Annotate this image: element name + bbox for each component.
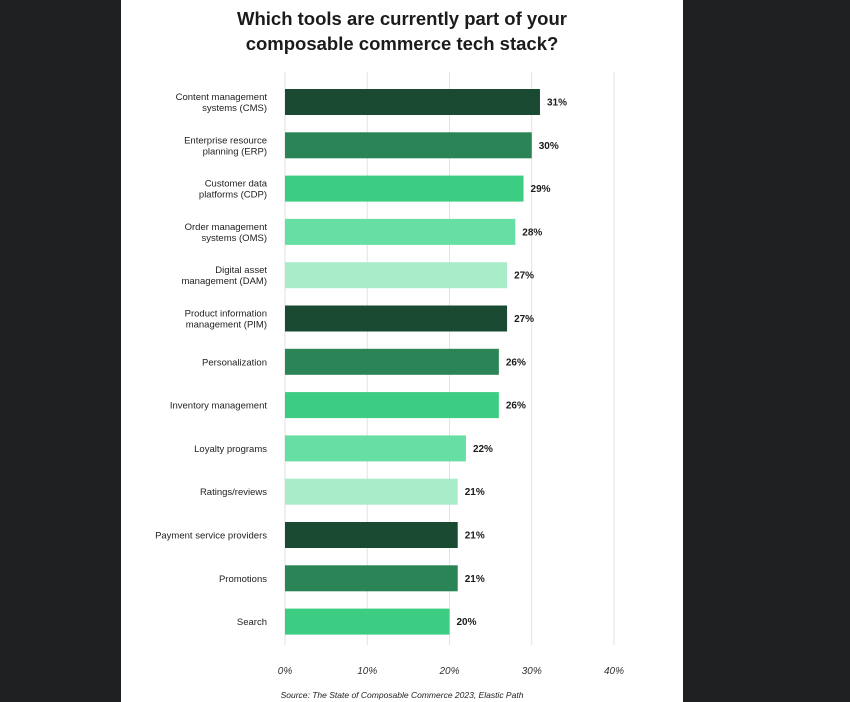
value-label: 21%	[465, 574, 485, 585]
category-label: Promotions	[219, 574, 267, 585]
bar	[285, 392, 499, 419]
category-label: Customer data	[205, 179, 268, 190]
bar	[285, 565, 458, 592]
x-tick-label: 20%	[438, 666, 459, 677]
category-label: systems (OMS)	[202, 233, 267, 244]
value-label: 26%	[506, 357, 526, 368]
x-tick-label: 30%	[522, 666, 542, 677]
value-label: 29%	[531, 184, 551, 195]
bar	[285, 608, 450, 635]
category-label: management (DAM)	[181, 276, 267, 287]
value-label: 22%	[473, 444, 493, 455]
bar-chart: 0% 10% 20% 30% 40%31%Content managementsyste…	[155, 72, 624, 677]
x-tick-label: 0%	[278, 666, 293, 677]
category-label: Inventory management	[170, 401, 268, 412]
category-label: planning (ERP)	[203, 146, 267, 157]
category-label: Loyalty programs	[194, 444, 267, 455]
bar	[285, 262, 508, 289]
category-label: Enterprise resource	[184, 135, 267, 146]
x-tick-label: 10%	[357, 666, 377, 677]
category-label: platforms (CDP)	[199, 190, 267, 201]
source-note: Source: The State of Composable Commerce…	[280, 690, 524, 700]
bar	[285, 435, 466, 462]
bar	[285, 175, 524, 202]
bar	[285, 305, 508, 332]
value-label: 20%	[457, 617, 477, 628]
chart-title: Which tools are currently part of your c…	[121, 6, 683, 56]
value-label: 30%	[539, 141, 559, 152]
value-label: 28%	[522, 227, 542, 238]
category-label: management (PIM)	[186, 320, 267, 331]
bar	[285, 522, 458, 548]
value-label: 27%	[514, 271, 534, 282]
category-label: Search	[237, 617, 267, 628]
category-label: Payment service providers	[155, 531, 267, 542]
category-label: Ratings/reviews	[200, 487, 267, 498]
value-label: 21%	[465, 487, 485, 498]
bar	[285, 478, 458, 505]
chart-title-line-2: composable commerce tech stack?	[245, 33, 559, 54]
category-label: Order management	[185, 222, 268, 233]
bar	[285, 132, 532, 159]
value-label: 26%	[506, 401, 526, 412]
category-label: Personalization	[202, 357, 267, 368]
category-label: Content management	[176, 92, 268, 103]
category-label: Product information	[185, 309, 267, 320]
chart-card: Which tools are currently part of your c…	[121, 0, 683, 702]
bar	[285, 348, 499, 375]
x-tick-label: 40%	[604, 666, 624, 677]
category-label: Digital asset	[215, 265, 267, 276]
bar	[285, 218, 516, 245]
value-label: 31%	[547, 98, 567, 109]
chart-title-line-1: Which tools are currently part of your	[237, 8, 567, 29]
bar	[285, 89, 540, 115]
value-label: 21%	[465, 531, 485, 542]
value-label: 27%	[514, 314, 534, 325]
category-label: systems (CMS)	[202, 103, 267, 114]
